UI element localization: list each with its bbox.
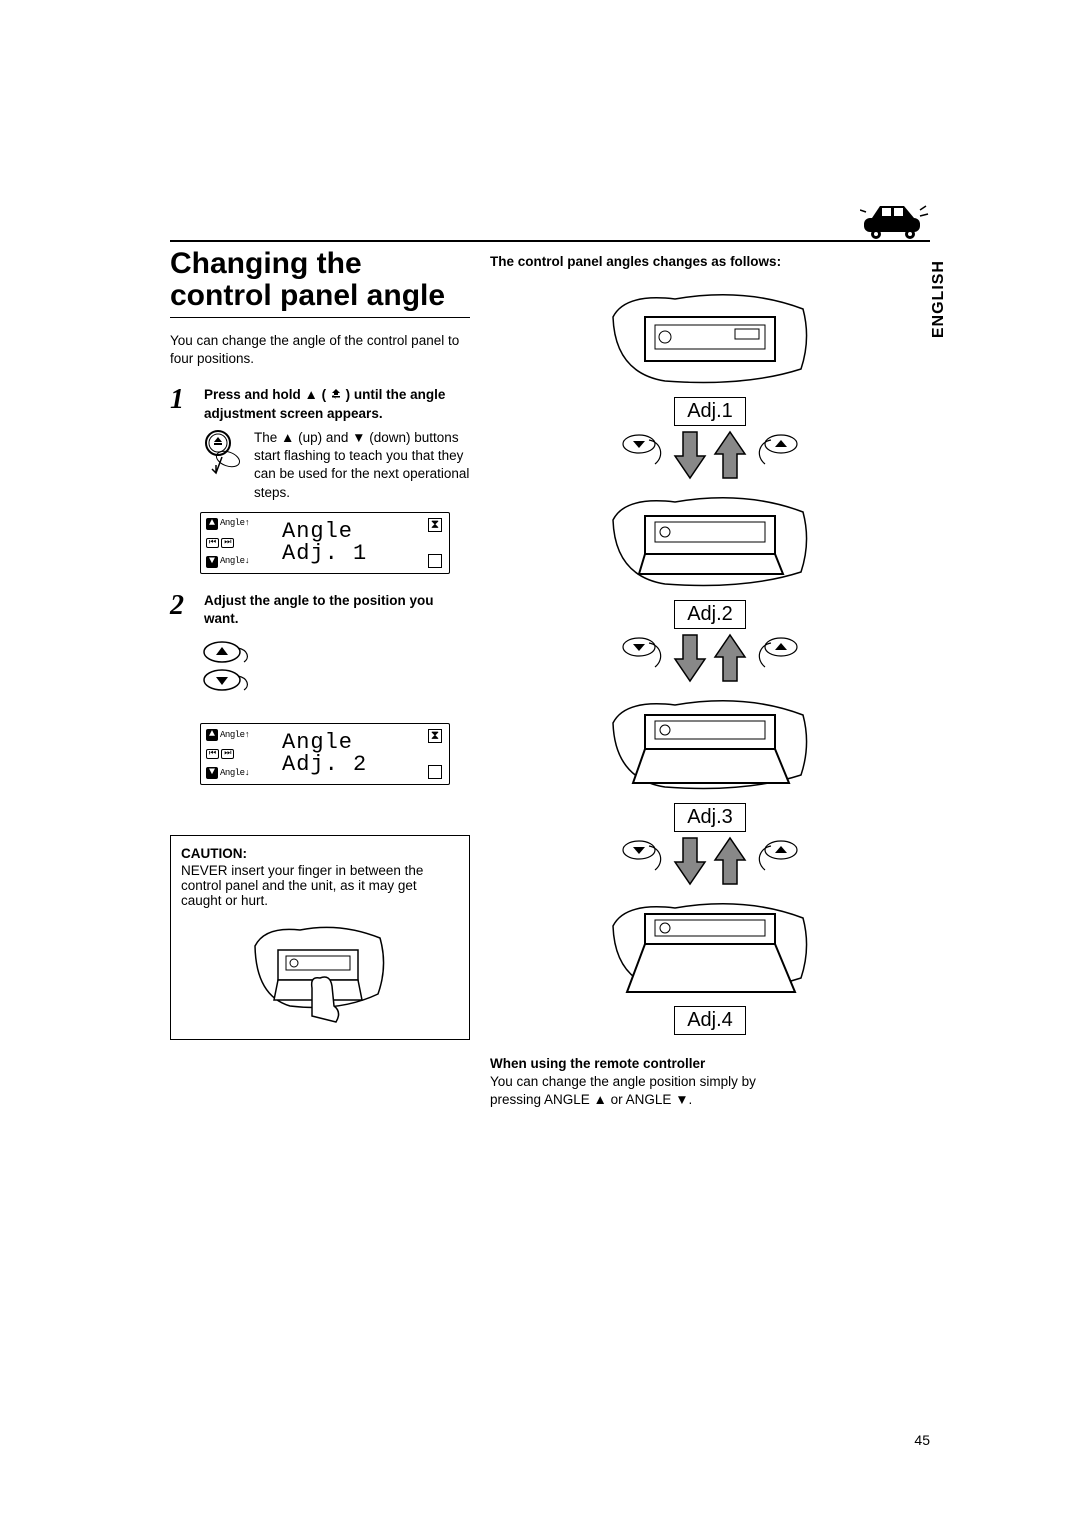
up-tag-icon: ▲ (206, 729, 218, 741)
lcd-display-1: ▲Angle↑ ⏮⏭ ▼Angle↓ Angle Adj. 1 ⧗ (200, 512, 450, 574)
panel-adj2-icon (605, 486, 815, 596)
panel-adj3-icon (605, 689, 815, 799)
arrow-down-icon (673, 633, 707, 683)
eject-icon: ▲ ( ) (305, 387, 351, 402)
right-column: The control panel angles changes as foll… (490, 248, 930, 1110)
top-rule (170, 240, 930, 242)
section-title: Changing the control panel angle (170, 248, 470, 311)
title-underline (170, 317, 470, 318)
arrow-up-icon (713, 430, 747, 480)
eject-button-icon (204, 429, 244, 502)
press-up-icon (753, 430, 799, 480)
step-number: 2 (170, 592, 198, 620)
car-icon (860, 200, 930, 240)
step2-heading: Adjust the angle to the position you wan… (204, 592, 470, 628)
step-number: 1 (170, 386, 198, 414)
remote-heading: When using the remote controller (490, 1055, 760, 1073)
arrows-2-3 (580, 633, 840, 683)
adj2-label: Adj.2 (674, 600, 746, 629)
arrows-3-4 (580, 836, 840, 886)
caution-illustration (181, 916, 459, 1029)
lcd-side-dn: Angle↓ (220, 769, 249, 778)
up-down-buttons-icon (202, 638, 252, 713)
angle-diagram: Adj.1 (490, 283, 930, 1037)
adj1-label: Adj.1 (674, 397, 746, 426)
manual-page: ENGLISH Changing the control panel angle… (0, 0, 1080, 1528)
up-tag-icon: ▲ (206, 518, 218, 530)
language-tab: ENGLISH (930, 260, 948, 338)
lcd-side-up: Angle↑ (220, 519, 249, 528)
down-tag-icon: ▼ (206, 767, 218, 779)
arrow-down-icon (673, 836, 707, 886)
step-1: 1 Press and hold ▲ ( ) until the angle a… (170, 386, 470, 501)
arrow-up-icon (713, 633, 747, 683)
step1-head-pre: Press and hold (204, 387, 305, 402)
adj4-label: Adj.4 (674, 1006, 746, 1035)
arrow-up-icon (713, 836, 747, 886)
adj3-label: Adj.3 (674, 803, 746, 832)
panel-adj4-icon (605, 892, 815, 1002)
step-2: 2 Adjust the angle to the position you w… (170, 592, 470, 628)
press-up-icon (753, 633, 799, 683)
lcd-indicator-icon (428, 765, 442, 779)
arrows-1-2 (580, 430, 840, 480)
press-down-icon (621, 836, 667, 886)
lcd-line1: Angle (282, 521, 353, 543)
intro-text: You can change the angle of the control … (170, 332, 470, 368)
down-tag-icon: ▼ (206, 556, 218, 568)
lcd-line1: Angle (282, 732, 353, 754)
angles-heading: The control panel angles changes as foll… (490, 254, 930, 269)
prev-icon: ⏮ (206, 749, 219, 759)
caution-body: NEVER insert your finger in between the … (181, 863, 459, 908)
remote-body: You can change the angle position simply… (490, 1073, 760, 1109)
next-icon: ⏭ (221, 538, 234, 548)
lcd-line2: Adj. 1 (282, 543, 367, 565)
remote-note: When using the remote controller You can… (490, 1055, 760, 1110)
lcd-hourglass-icon: ⧗ (428, 729, 442, 743)
left-column: Changing the control panel angle You can… (170, 248, 470, 1110)
lcd-side-up: Angle↑ (220, 731, 249, 740)
panel-adj1-icon (605, 283, 815, 393)
press-down-icon (621, 633, 667, 683)
step1-subtext: The ▲ (up) and ▼ (down) buttons start fl… (254, 429, 470, 502)
press-down-icon (621, 430, 667, 480)
arrow-down-icon (673, 430, 707, 480)
step1-heading: Press and hold ▲ ( ) until the angle adj… (204, 386, 470, 422)
lcd-display-2: ▲Angle↑ ⏮⏭ ▼Angle↓ Angle Adj. 2 ⧗ (200, 723, 450, 785)
lcd-hourglass-icon: ⧗ (428, 518, 442, 532)
lcd-line2: Adj. 2 (282, 754, 367, 776)
page-number: 45 (914, 1432, 930, 1448)
next-icon: ⏭ (221, 749, 234, 759)
caution-title: CAUTION: (181, 846, 459, 861)
lcd-indicator-icon (428, 554, 442, 568)
caution-box: CAUTION: NEVER insert your finger in bet… (170, 835, 470, 1040)
press-up-icon (753, 836, 799, 886)
lcd-side-dn: Angle↓ (220, 557, 249, 566)
prev-icon: ⏮ (206, 538, 219, 548)
